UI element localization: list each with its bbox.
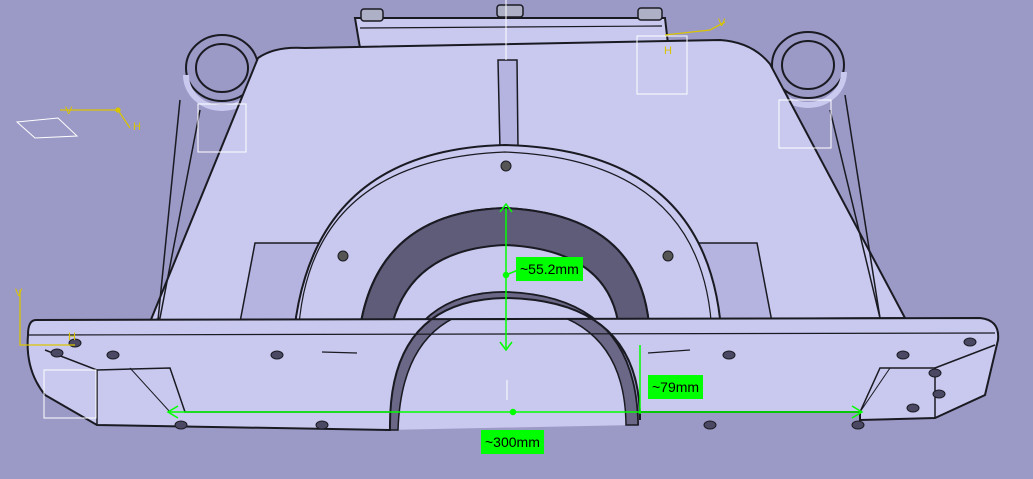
axis-triad-right-top: V H [664, 17, 726, 57]
dimension-lines[interactable] [166, 202, 864, 419]
axis-label-h: H [664, 45, 672, 57]
flange-bolt-holes [50, 337, 977, 430]
base-flange[interactable] [26, 296, 1000, 432]
axis-label-v: V [65, 105, 73, 117]
left-lifting-ring[interactable] [183, 34, 261, 111]
axis-triad-left-bottom: V H [15, 287, 76, 346]
dimension-label-flange-height[interactable]: ~79mm [648, 375, 704, 399]
axis-label-h: H [133, 121, 141, 133]
dimension-label-base-width[interactable]: ~300mm [481, 430, 544, 454]
right-lifting-ring[interactable] [769, 31, 847, 108]
axis-label-h: H [68, 331, 76, 343]
axis-label-v: V [718, 17, 726, 29]
axis-label-v: V [15, 287, 23, 299]
axis-triad-left-top: V H [60, 105, 141, 133]
dimension-label-bore-depth[interactable]: ~55.2mm [516, 257, 583, 281]
sketch-boxes [15, 0, 832, 419]
